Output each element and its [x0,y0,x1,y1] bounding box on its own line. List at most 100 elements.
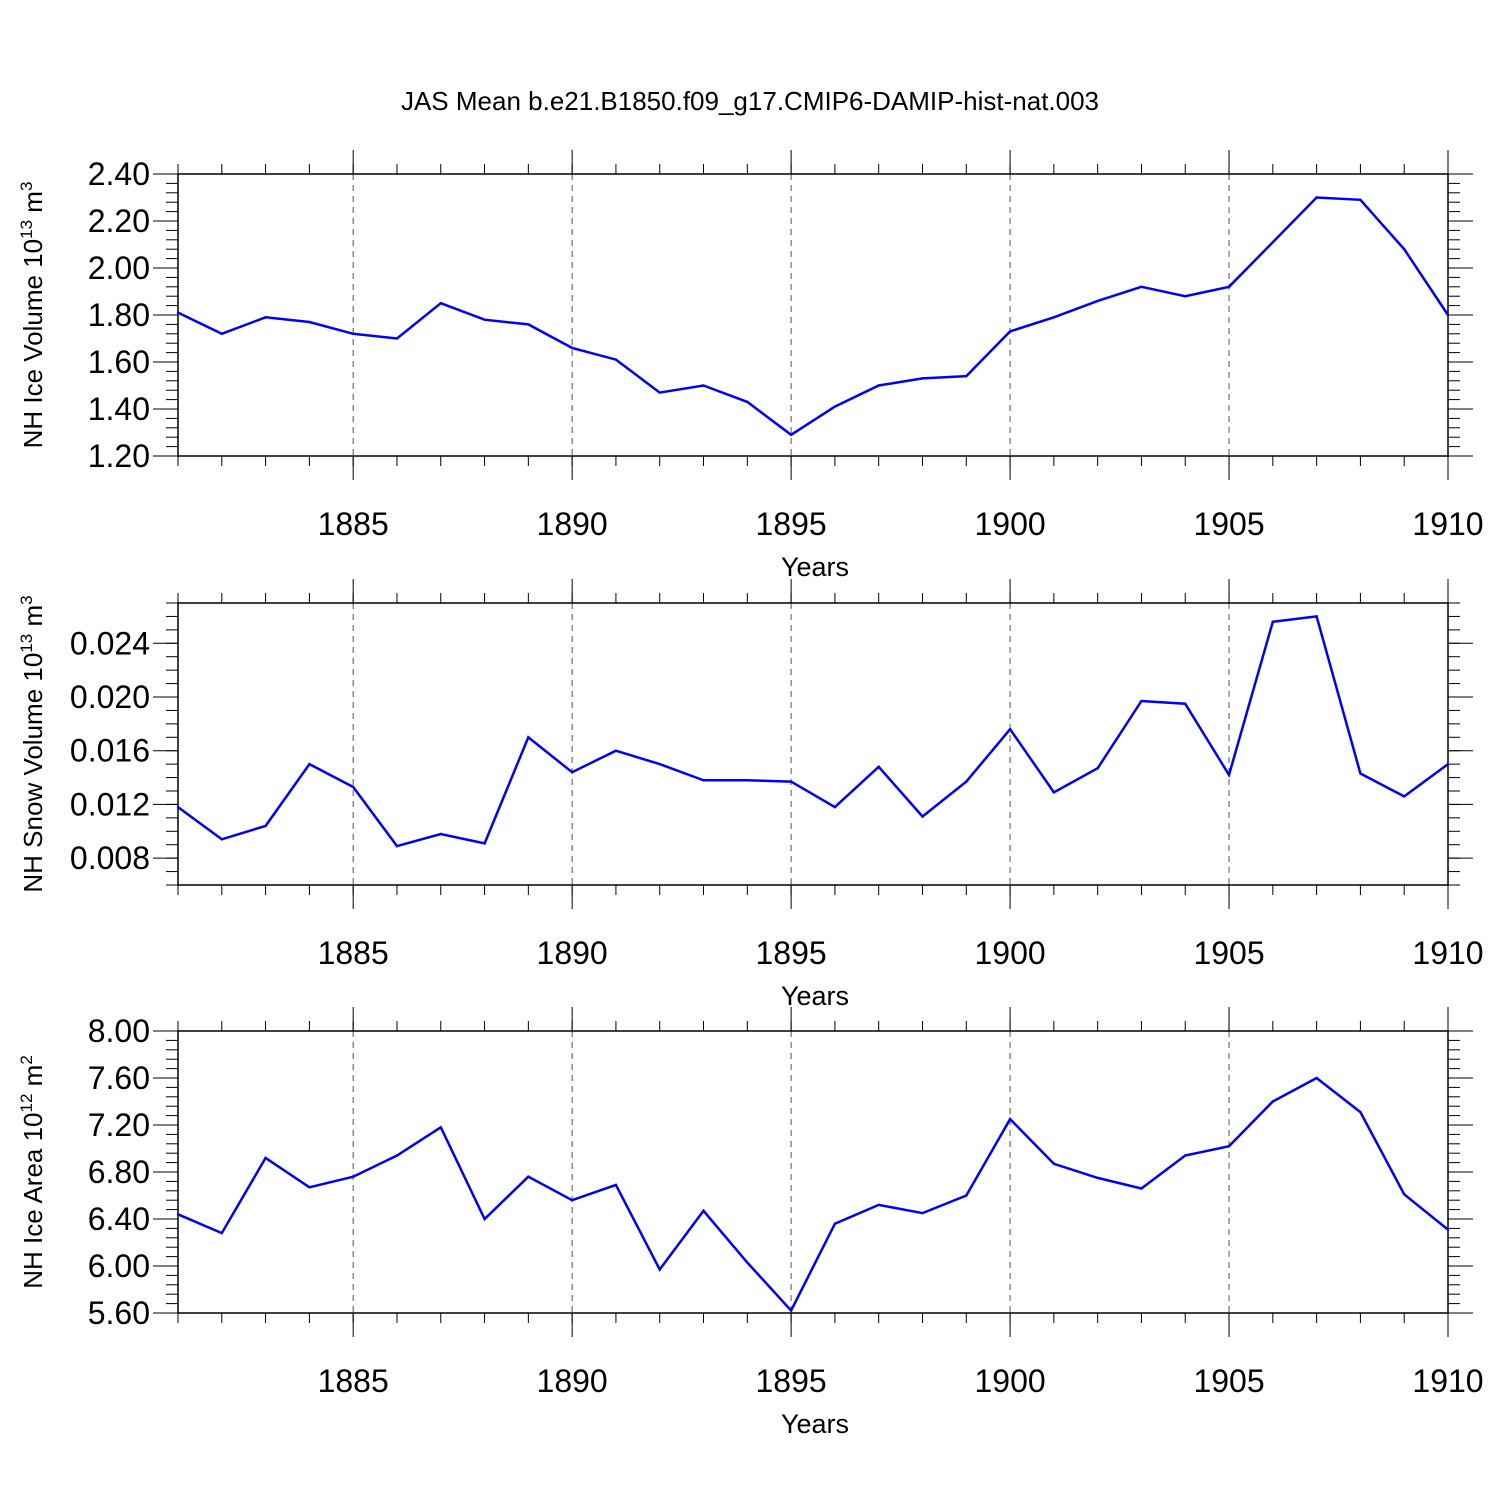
data-point [877,765,880,769]
y-axis-label-unit-exponent: 2 [17,1055,36,1064]
x-tick-label: 1910 [1412,1363,1483,1399]
data-point [1052,316,1056,319]
data-point [789,1309,793,1312]
y-tick-label: 6.80 [88,1154,150,1190]
data-point [220,838,223,841]
x-tick-label: 1900 [974,506,1045,542]
y-axis-label-exponent: 13 [17,220,36,239]
y-tick-label: 0.024 [70,625,150,661]
data-point [1184,702,1187,705]
data-point [614,1183,618,1187]
data-point [527,1175,530,1178]
y-axis-label: NH Ice Area 1012 m2 [17,1055,48,1289]
y-tick-label: 8.00 [88,1013,150,1049]
data-point [965,780,968,783]
data-point [1008,330,1012,333]
plot-frame [177,1030,1449,1314]
data-point [1008,728,1012,731]
data-point [614,358,618,361]
data-point [1271,240,1275,244]
y-axis-label-exponent: 13 [17,634,36,653]
data-point [1359,1110,1362,1114]
x-axis-label: Years [781,552,849,582]
data-point [1008,1117,1012,1121]
data-point [965,1194,968,1197]
data-point [220,332,223,335]
data-point [308,1186,311,1189]
data-point [1359,198,1362,202]
series-line [177,1076,1449,1313]
y-axis-label-unit: m [18,1065,48,1094]
data-point [1315,615,1318,618]
data-point [176,311,180,314]
data-point [264,1156,267,1160]
data-point [351,1175,355,1178]
y-axis-label-text: NH Snow Volume 10 [18,653,48,893]
data-point [1227,1144,1231,1148]
x-tick-label: 1890 [537,506,608,542]
y-axis-label-unit-exponent: 3 [17,182,36,191]
data-point [658,391,661,394]
data-point [1227,773,1231,777]
data-point [1446,1228,1450,1231]
y-tick-label: 2.00 [88,250,150,286]
y-tick-label: 1.80 [88,297,150,333]
y-axis-label-text: NH Ice Volume 10 [18,239,48,449]
data-point [965,374,968,378]
data-point [1403,248,1406,251]
plot-frame [177,173,1449,457]
x-tick-label: 1885 [318,1363,389,1399]
x-tick-label: 1900 [974,1363,1045,1399]
data-point [483,318,486,321]
y-axis-label-unit: m [18,191,48,220]
plot-frame [177,602,1449,886]
data-point [1446,762,1450,766]
data-point [351,332,355,335]
x-tick-label: 1895 [756,1363,827,1399]
data-point [395,1154,399,1157]
data-point [877,1203,880,1207]
data-point [877,384,880,387]
data-point [746,1261,749,1264]
y-tick-label: 0.012 [70,786,150,822]
y-tick-label: 6.00 [88,1248,150,1284]
x-tick-label: 1910 [1412,506,1483,542]
y-tick-label: 1.20 [88,438,150,474]
data-point [1184,1154,1187,1157]
data-point [1227,285,1231,288]
data-point [702,384,705,387]
data-point [264,824,267,828]
data-point [264,316,267,319]
data-point [439,1126,442,1129]
data-point [921,815,924,818]
data-point [570,346,574,350]
x-tick-label: 1900 [974,935,1045,971]
data-point [395,337,399,340]
data-point [1271,1100,1275,1103]
series-line [177,196,1450,437]
data-point [614,749,618,752]
y-axis-label-text: NH Ice Area 10 [18,1112,48,1288]
y-tick-label: 0.008 [70,840,150,876]
data-point [1271,620,1275,623]
data-point [351,785,355,789]
data-point [833,405,837,408]
data-point [1096,1176,1099,1180]
y-tick-label: 0.016 [70,733,150,769]
y-tick-label: 7.60 [88,1060,150,1096]
y-axis-label-unit: m [18,605,48,634]
data-point [570,1199,574,1202]
data-point [1403,1193,1406,1196]
data-point [570,771,574,774]
data-point [527,736,530,739]
y-tick-label: 1.40 [88,391,150,427]
y-tick-label: 0.020 [70,679,150,715]
x-axis-label: Years [781,981,849,1011]
data-point [439,832,442,836]
x-tick-label: 1895 [756,506,827,542]
data-point [1096,766,1099,770]
data-point [220,1231,223,1235]
data-point [1140,699,1143,703]
data-point [658,762,661,766]
data-point [1096,299,1099,303]
